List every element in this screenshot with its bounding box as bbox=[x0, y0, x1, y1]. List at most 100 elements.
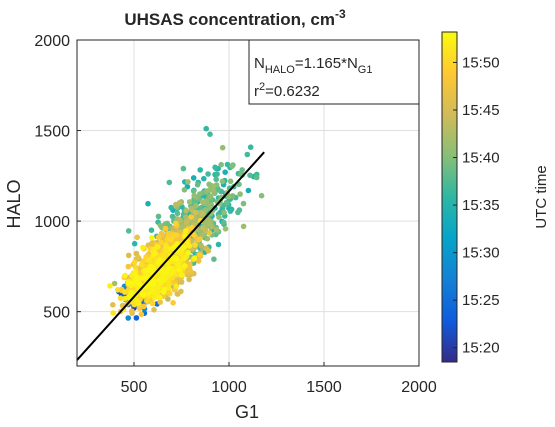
data-point bbox=[198, 242, 204, 249]
data-point bbox=[207, 193, 214, 200]
data-point bbox=[195, 258, 202, 264]
data-point bbox=[186, 199, 193, 205]
data-point bbox=[247, 144, 254, 150]
data-point bbox=[197, 252, 203, 258]
colorbar-tick-label: 15:20 bbox=[462, 340, 500, 357]
data-point bbox=[219, 178, 226, 185]
data-point bbox=[235, 209, 241, 216]
data-point bbox=[110, 310, 116, 316]
data-point bbox=[165, 265, 171, 272]
data-point bbox=[204, 235, 211, 242]
data-point bbox=[134, 234, 140, 241]
data-point bbox=[136, 281, 143, 287]
data-point bbox=[253, 174, 260, 181]
data-point bbox=[197, 167, 203, 173]
data-point bbox=[197, 191, 203, 197]
data-point bbox=[237, 191, 243, 197]
data-point bbox=[205, 248, 212, 254]
data-point bbox=[190, 175, 197, 181]
fit-equation: NHALO=1.165*NG1 bbox=[254, 55, 372, 76]
data-point bbox=[221, 209, 227, 216]
data-point bbox=[178, 288, 184, 295]
data-point bbox=[180, 165, 187, 172]
colorbar-tick-label: 15:50 bbox=[462, 54, 500, 71]
y-tick-label: 2000 bbox=[34, 33, 70, 50]
data-point bbox=[114, 287, 121, 293]
data-point bbox=[171, 232, 178, 239]
data-point bbox=[150, 281, 156, 288]
data-point bbox=[193, 202, 199, 209]
data-point bbox=[181, 187, 188, 193]
data-point bbox=[173, 255, 180, 262]
data-point bbox=[146, 290, 152, 297]
data-point bbox=[136, 305, 143, 312]
data-point bbox=[222, 169, 228, 175]
data-point bbox=[177, 217, 183, 223]
data-point bbox=[192, 209, 199, 216]
data-point bbox=[183, 208, 189, 214]
data-point bbox=[143, 274, 149, 281]
data-point bbox=[132, 264, 139, 271]
data-point bbox=[125, 252, 132, 259]
data-point bbox=[111, 280, 118, 287]
data-point bbox=[239, 167, 245, 173]
data-point bbox=[168, 204, 174, 211]
data-point bbox=[176, 267, 182, 273]
y-tick-label: 1000 bbox=[34, 214, 70, 231]
data-point bbox=[149, 235, 155, 241]
x-tick-label: 2000 bbox=[401, 379, 437, 396]
data-point bbox=[198, 205, 204, 211]
data-point bbox=[203, 125, 209, 132]
data-point bbox=[188, 206, 195, 213]
data-point bbox=[173, 220, 179, 227]
data-point bbox=[117, 295, 124, 302]
data-point bbox=[157, 257, 164, 264]
data-point bbox=[227, 178, 234, 185]
data-point bbox=[191, 255, 198, 261]
data-point bbox=[190, 188, 197, 194]
colorbar-tick-label: 15:35 bbox=[462, 197, 500, 214]
colorbar-tick-label: 15:40 bbox=[462, 150, 500, 167]
data-point bbox=[212, 164, 218, 171]
data-point bbox=[181, 255, 187, 262]
fit-line bbox=[76, 151, 265, 361]
colorbar-ticks: 15:20 15:25 15:30 15:35 15:40 15:45 15:50 bbox=[453, 54, 500, 357]
colorbar-tick-label: 15:45 bbox=[462, 102, 500, 119]
data-point bbox=[166, 284, 172, 291]
data-point bbox=[170, 269, 176, 276]
data-point bbox=[207, 131, 213, 137]
data-point bbox=[224, 161, 231, 168]
data-point bbox=[186, 276, 192, 283]
colorbar-tick-label: 15:30 bbox=[462, 245, 500, 262]
data-point bbox=[131, 279, 138, 285]
data-point bbox=[215, 187, 221, 193]
data-point bbox=[206, 230, 213, 236]
data-point bbox=[183, 228, 189, 234]
data-point bbox=[151, 294, 158, 301]
data-point bbox=[199, 211, 206, 217]
data-point bbox=[163, 248, 169, 255]
data-point bbox=[191, 192, 197, 199]
data-point bbox=[176, 200, 183, 206]
data-point bbox=[213, 226, 220, 233]
data-point bbox=[160, 272, 166, 278]
data-point bbox=[247, 172, 253, 179]
data-point bbox=[157, 299, 163, 305]
data-point bbox=[185, 249, 191, 256]
data-point bbox=[205, 171, 211, 177]
data-point bbox=[158, 240, 165, 246]
data-point bbox=[155, 213, 162, 220]
data-point bbox=[167, 236, 174, 243]
data-point bbox=[189, 224, 195, 231]
data-point bbox=[201, 175, 207, 182]
data-point bbox=[210, 183, 217, 190]
data-point bbox=[182, 263, 188, 269]
data-point bbox=[222, 226, 229, 232]
data-point bbox=[167, 290, 173, 297]
y-tick-label: 500 bbox=[43, 305, 70, 322]
x-axis-label: G1 bbox=[235, 402, 259, 422]
data-point bbox=[125, 315, 131, 321]
data-point bbox=[135, 300, 142, 307]
data-point bbox=[200, 225, 206, 231]
